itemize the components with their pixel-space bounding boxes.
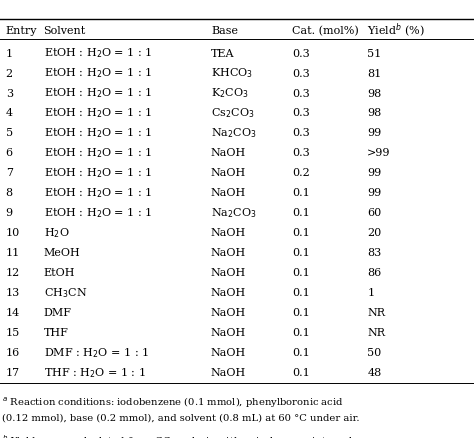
Text: 99: 99 bbox=[367, 128, 382, 138]
Text: 0.3: 0.3 bbox=[292, 88, 310, 98]
Text: EtOH : H$_2$O = 1 : 1: EtOH : H$_2$O = 1 : 1 bbox=[44, 126, 152, 140]
Text: 11: 11 bbox=[6, 248, 20, 258]
Text: 99: 99 bbox=[367, 188, 382, 198]
Text: 0.3: 0.3 bbox=[292, 49, 310, 58]
Text: NR: NR bbox=[367, 328, 385, 337]
Text: NR: NR bbox=[367, 307, 385, 318]
Text: THF: THF bbox=[44, 328, 68, 337]
Text: Entry: Entry bbox=[6, 26, 37, 35]
Text: 51: 51 bbox=[367, 49, 382, 58]
Text: NaOH: NaOH bbox=[211, 188, 246, 198]
Text: NaOH: NaOH bbox=[211, 168, 246, 178]
Text: 98: 98 bbox=[367, 88, 382, 98]
Text: 10: 10 bbox=[6, 228, 20, 238]
Text: 0.3: 0.3 bbox=[292, 148, 310, 158]
Text: Na$_2$CO$_3$: Na$_2$CO$_3$ bbox=[211, 126, 256, 140]
Text: THF : H$_2$O = 1 : 1: THF : H$_2$O = 1 : 1 bbox=[44, 365, 146, 379]
Text: 16: 16 bbox=[6, 347, 20, 357]
Text: 2: 2 bbox=[6, 68, 13, 78]
Text: 0.1: 0.1 bbox=[292, 328, 310, 337]
Text: 7: 7 bbox=[6, 168, 13, 178]
Text: 0.2: 0.2 bbox=[292, 168, 310, 178]
Text: 0.1: 0.1 bbox=[292, 268, 310, 278]
Text: 0.3: 0.3 bbox=[292, 108, 310, 118]
Text: $^{b}$ Yields were calculated from GC analysis with anisole as an internal: $^{b}$ Yields were calculated from GC an… bbox=[2, 432, 354, 438]
Text: 1: 1 bbox=[6, 49, 13, 58]
Text: EtOH : H$_2$O = 1 : 1: EtOH : H$_2$O = 1 : 1 bbox=[44, 166, 152, 180]
Text: Solvent: Solvent bbox=[44, 26, 86, 35]
Text: NaOH: NaOH bbox=[211, 367, 246, 377]
Text: 98: 98 bbox=[367, 108, 382, 118]
Text: EtOH : H$_2$O = 1 : 1: EtOH : H$_2$O = 1 : 1 bbox=[44, 67, 152, 80]
Text: 81: 81 bbox=[367, 68, 382, 78]
Text: 9: 9 bbox=[6, 208, 13, 218]
Text: NaOH: NaOH bbox=[211, 347, 246, 357]
Text: 50: 50 bbox=[367, 347, 382, 357]
Text: 12: 12 bbox=[6, 268, 20, 278]
Text: (0.12 mmol), base (0.2 mmol), and solvent (0.8 mL) at 60 °C under air.: (0.12 mmol), base (0.2 mmol), and solven… bbox=[2, 413, 360, 422]
Text: EtOH: EtOH bbox=[44, 268, 75, 278]
Text: 0.1: 0.1 bbox=[292, 367, 310, 377]
Text: NaOH: NaOH bbox=[211, 307, 246, 318]
Text: DMF : H$_2$O = 1 : 1: DMF : H$_2$O = 1 : 1 bbox=[44, 346, 148, 359]
Text: >99: >99 bbox=[367, 148, 391, 158]
Text: 8: 8 bbox=[6, 188, 13, 198]
Text: NaOH: NaOH bbox=[211, 288, 246, 297]
Text: 99: 99 bbox=[367, 168, 382, 178]
Text: 1: 1 bbox=[367, 288, 374, 297]
Text: NaOH: NaOH bbox=[211, 148, 246, 158]
Text: 0.1: 0.1 bbox=[292, 248, 310, 258]
Text: Cs$_2$CO$_3$: Cs$_2$CO$_3$ bbox=[211, 106, 255, 120]
Text: 13: 13 bbox=[6, 288, 20, 297]
Text: DMF: DMF bbox=[44, 307, 72, 318]
Text: CH$_3$CN: CH$_3$CN bbox=[44, 286, 87, 300]
Text: 86: 86 bbox=[367, 268, 382, 278]
Text: 0.1: 0.1 bbox=[292, 188, 310, 198]
Text: 14: 14 bbox=[6, 307, 20, 318]
Text: EtOH : H$_2$O = 1 : 1: EtOH : H$_2$O = 1 : 1 bbox=[44, 146, 152, 160]
Text: 0.1: 0.1 bbox=[292, 347, 310, 357]
Text: 3: 3 bbox=[6, 88, 13, 98]
Text: $^{a}$ Reaction conditions: iodobenzene (0.1 mmol), phenylboronic acid: $^{a}$ Reaction conditions: iodobenzene … bbox=[2, 394, 344, 409]
Text: NaOH: NaOH bbox=[211, 248, 246, 258]
Text: NaOH: NaOH bbox=[211, 228, 246, 238]
Text: KHCO$_3$: KHCO$_3$ bbox=[211, 67, 253, 80]
Text: 6: 6 bbox=[6, 148, 13, 158]
Text: MeOH: MeOH bbox=[44, 248, 81, 258]
Text: 0.1: 0.1 bbox=[292, 288, 310, 297]
Text: 0.3: 0.3 bbox=[292, 68, 310, 78]
Text: Base: Base bbox=[211, 26, 238, 35]
Text: 5: 5 bbox=[6, 128, 13, 138]
Text: EtOH : H$_2$O = 1 : 1: EtOH : H$_2$O = 1 : 1 bbox=[44, 46, 152, 60]
Text: Yield$^{b}$ (%): Yield$^{b}$ (%) bbox=[367, 21, 425, 40]
Text: 20: 20 bbox=[367, 228, 382, 238]
Text: EtOH : H$_2$O = 1 : 1: EtOH : H$_2$O = 1 : 1 bbox=[44, 106, 152, 120]
Text: Na$_2$CO$_3$: Na$_2$CO$_3$ bbox=[211, 206, 256, 220]
Text: 48: 48 bbox=[367, 367, 382, 377]
Text: 0.3: 0.3 bbox=[292, 128, 310, 138]
Text: EtOH : H$_2$O = 1 : 1: EtOH : H$_2$O = 1 : 1 bbox=[44, 186, 152, 200]
Text: TEA: TEA bbox=[211, 49, 235, 58]
Text: 0.1: 0.1 bbox=[292, 307, 310, 318]
Text: 15: 15 bbox=[6, 328, 20, 337]
Text: K$_2$CO$_3$: K$_2$CO$_3$ bbox=[211, 86, 248, 100]
Text: NaOH: NaOH bbox=[211, 268, 246, 278]
Text: 17: 17 bbox=[6, 367, 20, 377]
Text: 83: 83 bbox=[367, 248, 382, 258]
Text: 60: 60 bbox=[367, 208, 382, 218]
Text: 0.1: 0.1 bbox=[292, 208, 310, 218]
Text: 4: 4 bbox=[6, 108, 13, 118]
Text: H$_2$O: H$_2$O bbox=[44, 226, 69, 240]
Text: EtOH : H$_2$O = 1 : 1: EtOH : H$_2$O = 1 : 1 bbox=[44, 206, 152, 220]
Text: 0.1: 0.1 bbox=[292, 228, 310, 238]
Text: NaOH: NaOH bbox=[211, 328, 246, 337]
Text: Cat. (mol%): Cat. (mol%) bbox=[292, 25, 359, 36]
Text: EtOH : H$_2$O = 1 : 1: EtOH : H$_2$O = 1 : 1 bbox=[44, 86, 152, 100]
